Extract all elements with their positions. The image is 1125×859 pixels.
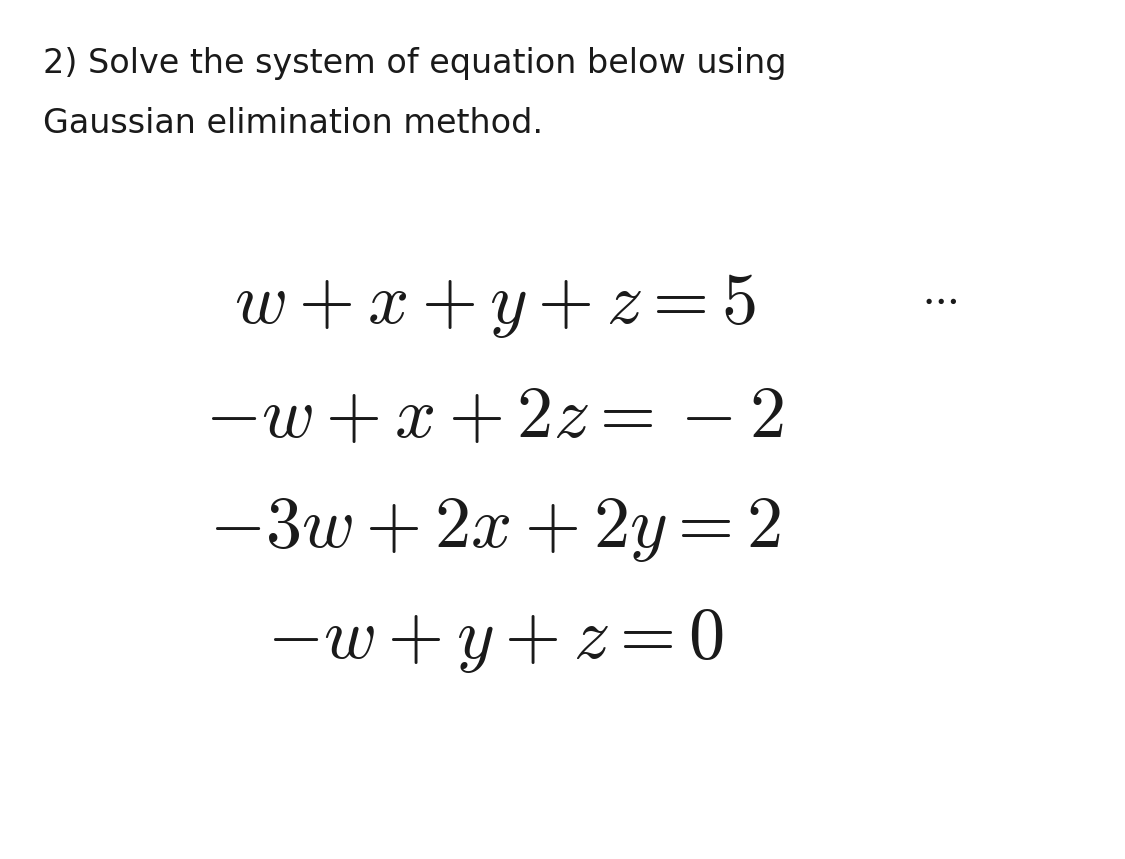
Text: $\cdots$: $\cdots$ <box>921 278 957 320</box>
Text: 2) Solve the system of equation below using: 2) Solve the system of equation below us… <box>43 47 786 80</box>
Text: $-3w + 2x + 2y = 2$: $-3w + 2x + 2y = 2$ <box>209 493 781 564</box>
Text: Gaussian elimination method.: Gaussian elimination method. <box>43 107 543 140</box>
Text: $w + x + y + z = 5$: $w + x + y + z = 5$ <box>234 270 756 340</box>
Text: $-w + x + 2z = -2$: $-w + x + 2z = -2$ <box>206 381 784 452</box>
Text: $-w + y + z = 0$: $-w + y + z = 0$ <box>267 605 723 675</box>
